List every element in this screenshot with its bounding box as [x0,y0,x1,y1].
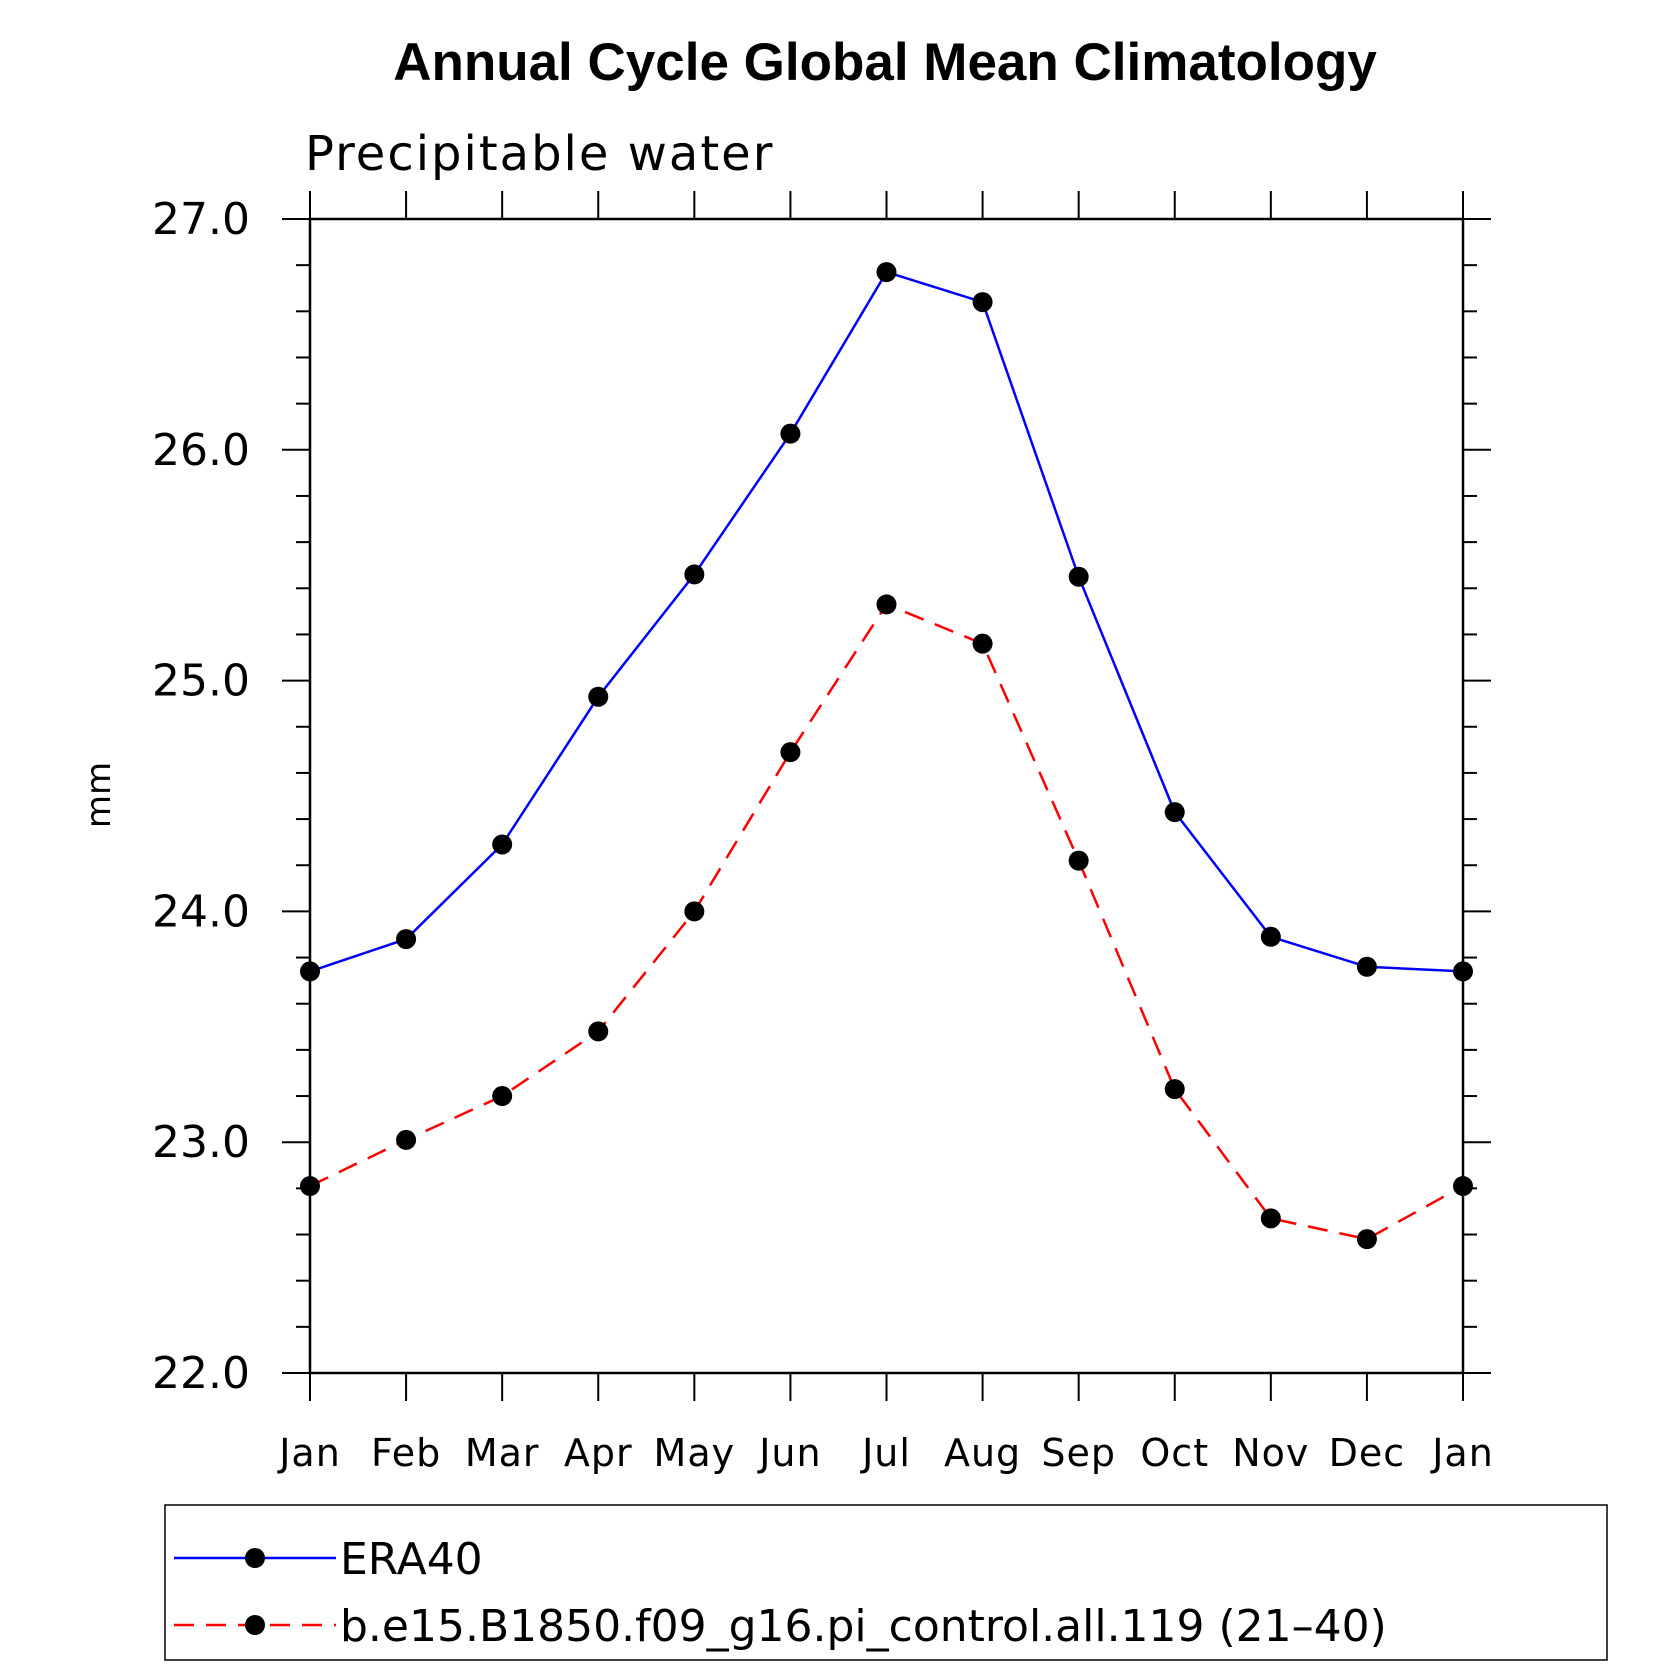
y-tick-label: 22.0 [152,1348,250,1399]
x-tick-label: Sep [1041,1431,1116,1475]
plot-frame [308,217,1465,1375]
data-point [972,633,993,654]
data-point [1453,961,1473,982]
chart-subtitle: Precipitable water [305,126,774,182]
data-point [492,1086,513,1107]
y-tick-label: 27.0 [152,194,250,245]
legend-label: ERA40 [340,1534,483,1585]
x-tick-label: Jan [1430,1431,1494,1475]
series-line [309,602,1464,1241]
data-point [300,961,320,982]
y-tick-label: 23.0 [152,1117,250,1168]
series-line [309,270,1464,973]
data-point [1453,1176,1473,1197]
data-point [1164,802,1185,823]
legend-marker [245,1548,265,1568]
x-tick-label: Jan [277,1431,341,1475]
data-point [588,686,609,707]
data-point [588,1021,609,1042]
data-point [972,292,993,313]
x-tick-label: Jul [860,1431,911,1475]
data-point [1356,1229,1377,1250]
data-point [492,834,513,855]
x-tick-label: Jun [757,1431,821,1475]
series-2 [300,594,1473,1250]
data-point [1356,956,1377,977]
y-axis-label: mm [79,762,119,828]
data-point [876,594,897,615]
y-tick-label: 24.0 [152,886,250,937]
x-tick-label: May [654,1431,736,1475]
legend-marker [245,1615,265,1635]
data-point [1068,566,1089,587]
y-tick-label: 26.0 [152,425,250,476]
series-layer [300,262,1473,1250]
data-point [396,929,417,950]
x-tick-label: Nov [1232,1431,1309,1475]
data-point [1068,850,1089,871]
chart-title: Annual Cycle Global Mean Climatology [393,33,1377,92]
data-point [684,901,705,922]
data-point [1260,1208,1281,1229]
data-point [780,742,801,763]
data-point [396,1129,417,1150]
data-point [780,423,801,444]
legend-box [164,1504,1608,1661]
series-1 [300,262,1473,982]
x-tick-label: Oct [1140,1431,1209,1475]
data-point [300,1176,320,1197]
legend: ERA40 b.e15.B1850.f09_g16.pi_control.all.… [164,1504,1608,1661]
legend-label: b.e15.B1850.f09_g16.pi_control.all.119 (… [340,1601,1387,1652]
y-tick-label: 25.0 [152,656,250,707]
data-point [684,564,705,585]
data-point [876,262,897,283]
x-tick-label: Aug [944,1431,1021,1475]
axes: 22.0 23.0 24.0 25.0 26.0 27.0 Jan Feb Mar Apr May J… [152,191,1494,1475]
data-point [1260,926,1281,947]
data-point [1164,1079,1185,1100]
x-tick-label: Apr [564,1431,633,1475]
x-tick-label: Dec [1329,1431,1406,1475]
x-tick-label: Feb [371,1431,441,1475]
x-tick-label: Mar [465,1431,540,1475]
